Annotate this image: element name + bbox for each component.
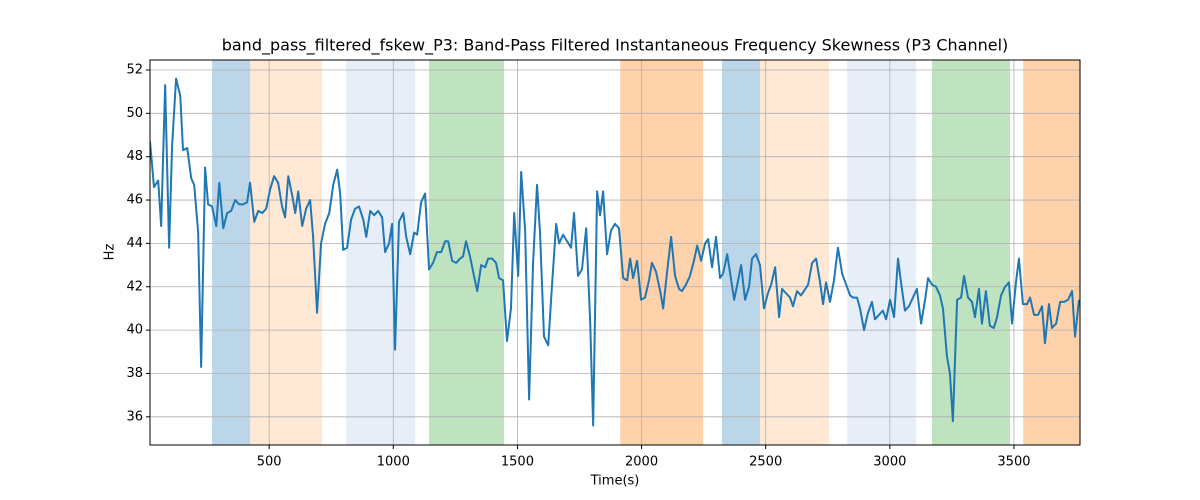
y-tick-label: 42 xyxy=(126,279,143,294)
y-tick-label: 50 xyxy=(126,106,143,121)
y-tick-label: 40 xyxy=(126,323,143,338)
y-tick-label: 36 xyxy=(126,409,143,424)
highlight-band xyxy=(847,60,917,445)
highlight-band xyxy=(620,60,704,445)
highlight-band xyxy=(212,60,251,445)
highlight-band xyxy=(759,60,830,445)
y-axis-label: Hz xyxy=(103,244,118,261)
highlight-band xyxy=(932,60,1010,445)
y-tick-label: 46 xyxy=(126,193,143,208)
y-tick-label: 52 xyxy=(126,62,143,77)
x-axis-label: Time(s) xyxy=(590,474,640,489)
y-tick-label: 38 xyxy=(126,366,143,381)
y-tick-label: 44 xyxy=(126,236,143,251)
chart-title: band_pass_filtered_fskew_P3: Band-Pass F… xyxy=(222,36,1009,56)
x-tick-label: 2000 xyxy=(625,455,658,470)
x-tick-label: 1000 xyxy=(377,455,410,470)
x-tick-label: 3000 xyxy=(873,455,906,470)
x-tick-label: 500 xyxy=(257,455,282,470)
data-line xyxy=(150,77,1080,427)
highlight-band xyxy=(346,60,416,445)
y-tick-label: 48 xyxy=(126,149,143,164)
x-tick-label: 3500 xyxy=(997,455,1030,470)
highlight-band xyxy=(1023,60,1080,445)
x-tick-label: 2500 xyxy=(749,455,782,470)
plot-frame xyxy=(149,59,1081,446)
highlight-band xyxy=(722,60,760,445)
x-tick-label: 1500 xyxy=(501,455,534,470)
highlight-band xyxy=(250,60,323,445)
